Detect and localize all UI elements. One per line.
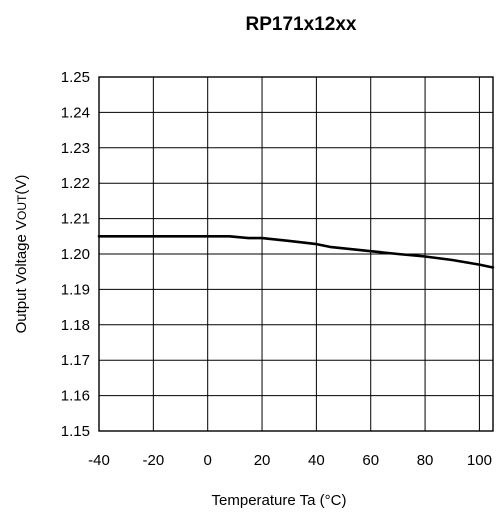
y-axis-title-unit: (V) [13,175,30,195]
series-layer [97,235,495,269]
series-line [97,235,495,269]
x-tick-labels: -40 -20 0 20 40 60 80 100 [88,452,492,469]
x-tick-label: -40 [88,452,110,469]
grid [98,76,493,432]
x-tick-label: 20 [254,452,271,469]
x-tick-label: 60 [362,452,379,469]
chart-title: RP171x12xx [246,14,357,35]
y-tick-label: 1.18 [61,317,90,334]
x-tick-label: 80 [417,452,434,469]
y-tick-label: 1.25 [61,69,90,86]
y-tick-label: 1.17 [61,352,90,369]
y-tick-label: 1.20 [61,246,90,263]
y-tick-labels: 1.25 1.24 1.23 1.22 1.21 1.20 1.19 1.18 1.17 1.16… [61,69,90,440]
x-axis-title: Temperature Ta (°C) [212,492,347,509]
y-tick-label: 1.22 [61,175,90,192]
y-tick-label: 1.16 [61,388,90,405]
x-tick-label: -20 [143,452,165,469]
y-tick-label: 1.15 [61,423,90,440]
x-tick-label: 0 [204,452,212,469]
y-tick-label: 1.21 [61,211,90,228]
y-tick-label: 1.23 [61,140,90,157]
y-axis-title: Output Voltage VOUT(V) [13,175,30,334]
y-axis-title-main: Output Voltage V [13,220,30,333]
y-tick-label: 1.24 [61,104,90,121]
x-tick-label: 40 [308,452,325,469]
x-tick-label: 100 [467,452,492,469]
y-tick-label: 1.19 [61,281,90,298]
y-axis-title-sub: OUT [15,194,29,220]
plot-frame [98,76,494,432]
